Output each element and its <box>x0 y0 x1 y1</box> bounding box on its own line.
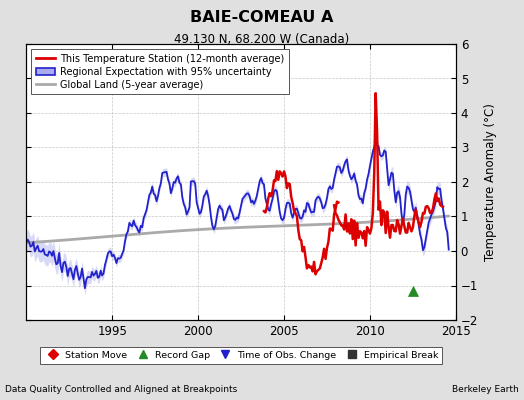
Text: Berkeley Earth: Berkeley Earth <box>452 385 519 394</box>
Text: BAIE-COMEAU A: BAIE-COMEAU A <box>190 10 334 25</box>
Text: Data Quality Controlled and Aligned at Breakpoints: Data Quality Controlled and Aligned at B… <box>5 385 237 394</box>
Y-axis label: Temperature Anomaly (°C): Temperature Anomaly (°C) <box>484 103 497 261</box>
Text: 49.130 N, 68.200 W (Canada): 49.130 N, 68.200 W (Canada) <box>174 33 350 46</box>
Legend: Station Move, Record Gap, Time of Obs. Change, Empirical Break: Station Move, Record Gap, Time of Obs. C… <box>40 347 442 364</box>
